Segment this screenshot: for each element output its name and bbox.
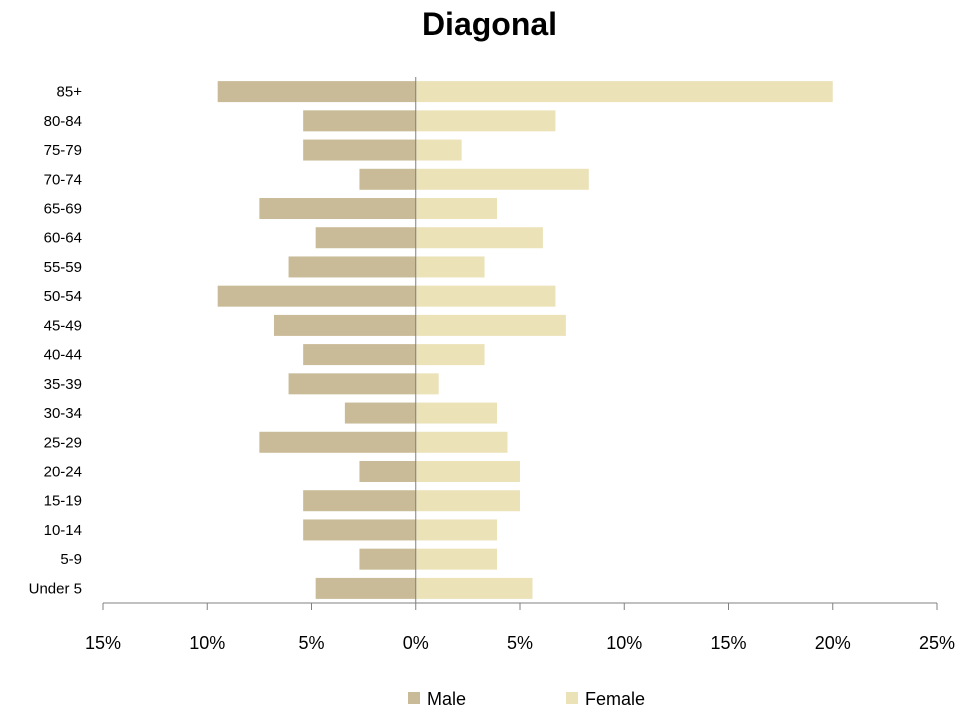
bar-male-65-69: [259, 198, 416, 219]
bar-female-65-69: [415, 198, 498, 219]
category-label: 15-19: [44, 493, 82, 510]
bar-male-60-64: [315, 227, 416, 249]
bar-female-60-64: [415, 227, 543, 249]
legend-label-female: Female: [585, 689, 645, 709]
bar-female-5-9: [415, 548, 498, 570]
category-label: 35-39: [44, 376, 82, 393]
bar-female-75-79: [415, 139, 462, 161]
category-label: 60-64: [44, 230, 82, 247]
x-tick-label: 20%: [815, 633, 851, 653]
category-label: 80-84: [44, 113, 82, 130]
bar-male-80-84: [303, 110, 416, 132]
category-label: 45-49: [44, 317, 82, 334]
category-label: 5-9: [60, 551, 82, 568]
bar-male-5-9: [359, 548, 416, 570]
bar-male-45-49: [273, 314, 416, 336]
x-tick-label: 15%: [710, 633, 746, 653]
bar-male-under-5: [315, 577, 416, 599]
bar-female-80-84: [415, 110, 556, 132]
x-tick-label: 5%: [507, 633, 533, 653]
bar-female-85plus: [415, 81, 833, 103]
bar-female-45-49: [415, 314, 566, 336]
bar-female-55-59: [415, 256, 485, 278]
category-label: 10-14: [44, 522, 82, 539]
x-tick-label: 10%: [606, 633, 642, 653]
category-label: 50-54: [44, 288, 82, 305]
x-tick-label: 15%: [85, 633, 121, 653]
bar-male-70-74: [359, 168, 416, 190]
bar-female-50-54: [415, 285, 556, 307]
bar-female-under-5: [415, 577, 533, 599]
bar-female-30-34: [415, 402, 498, 424]
chart-title: Diagonal: [421, 6, 558, 42]
bar-male-10-14: [303, 519, 416, 541]
x-tick-label: 10%: [189, 633, 225, 653]
bar-male-55-59: [288, 256, 416, 278]
bar-male-30-34: [344, 402, 416, 424]
category-label: 55-59: [44, 259, 82, 276]
bar-female-40-44: [415, 344, 485, 366]
bar-female-35-39: [415, 373, 439, 395]
bar-male-15-19: [303, 490, 416, 512]
bar-female-25-29: [415, 431, 508, 453]
bar-male-75-79: [303, 139, 416, 161]
legend-swatch-male: [408, 692, 420, 704]
bar-female-20-24: [415, 461, 520, 482]
x-tick-label: 0%: [403, 633, 429, 653]
legend-label-male: Male: [427, 689, 466, 709]
bar-male-85plus: [217, 81, 416, 103]
bar-female-70-74: [415, 168, 589, 190]
category-label: 30-34: [44, 405, 82, 422]
category-label: 85+: [57, 84, 83, 101]
bar-female-10-14: [415, 519, 498, 541]
category-label: 65-69: [44, 201, 82, 218]
category-label: 25-29: [44, 434, 82, 451]
x-tick-label: 5%: [298, 633, 324, 653]
category-label: 40-44: [44, 347, 82, 364]
bar-male-50-54: [217, 285, 416, 307]
x-tick-label: 25%: [919, 633, 955, 653]
category-label: 75-79: [44, 142, 82, 159]
legend-swatch-female: [566, 692, 578, 704]
category-label: 70-74: [44, 171, 82, 188]
category-label: Under 5: [29, 580, 82, 597]
bar-male-25-29: [259, 431, 416, 453]
category-label: 20-24: [44, 464, 82, 481]
bar-male-35-39: [288, 373, 416, 395]
bar-male-40-44: [303, 344, 416, 366]
bar-male-20-24: [359, 461, 416, 482]
bar-female-15-19: [415, 490, 520, 512]
